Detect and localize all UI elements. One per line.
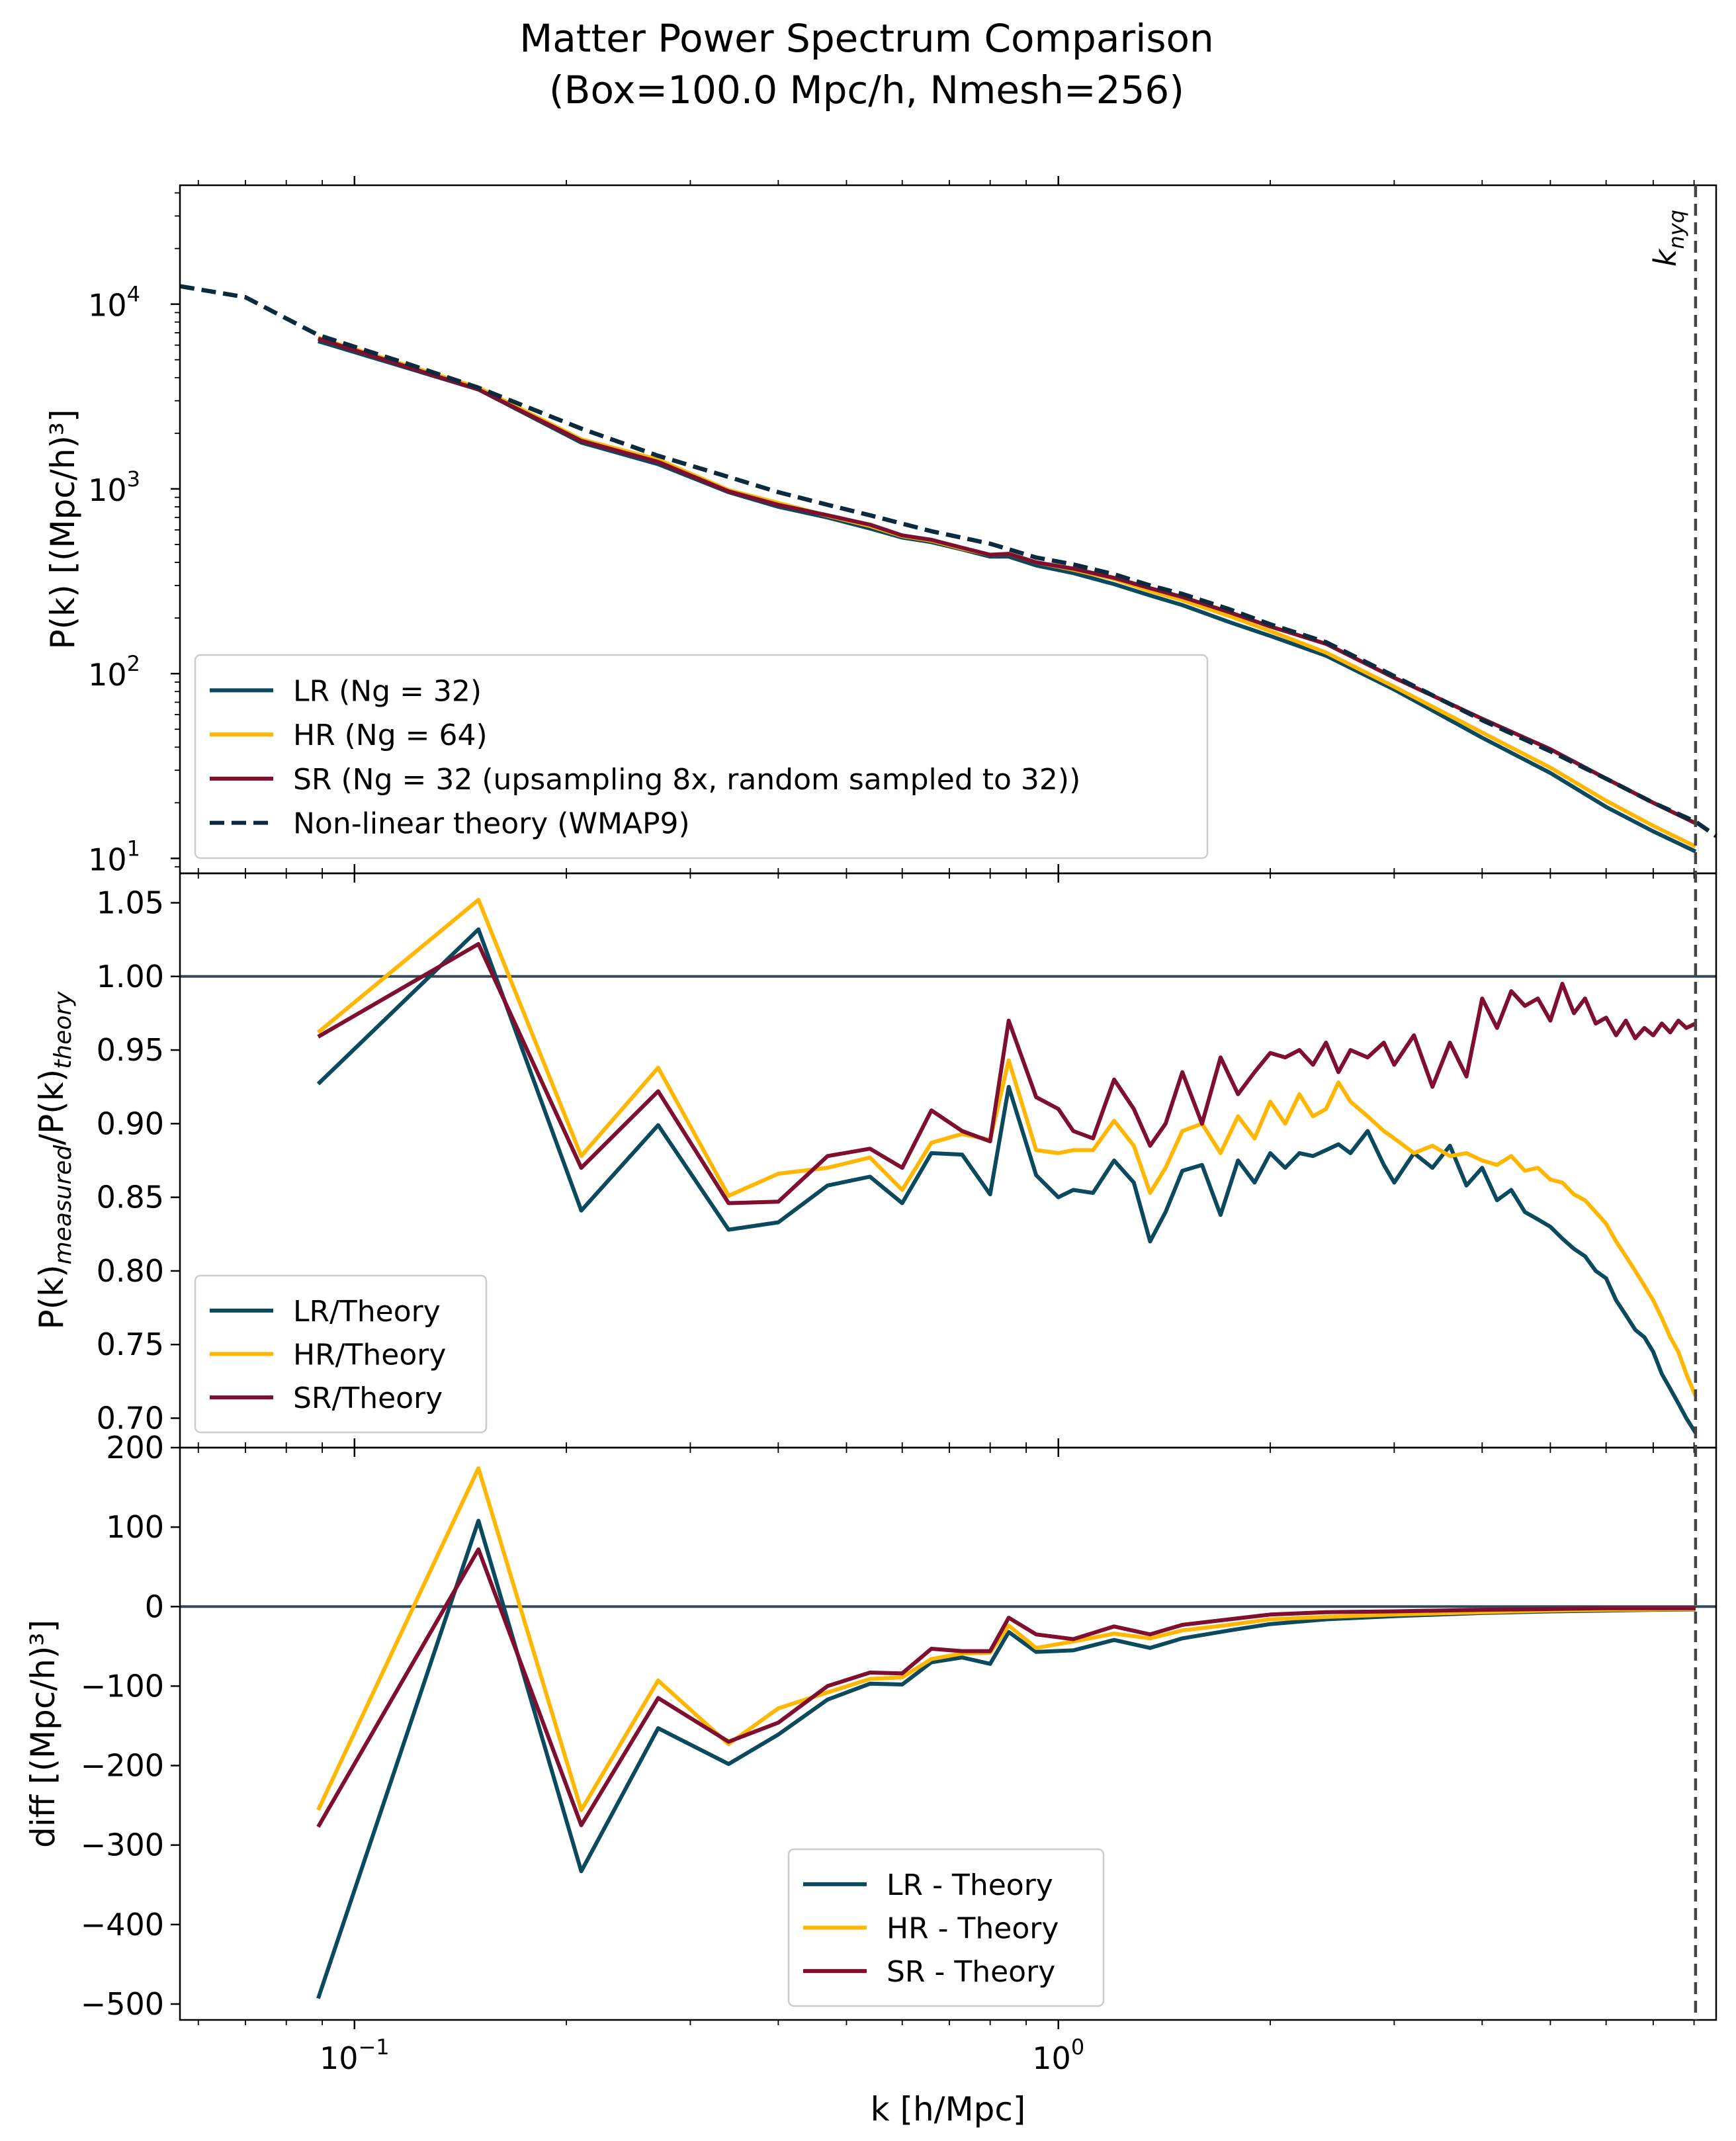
series-line-lr <box>316 927 1698 1434</box>
y-tick-label-base: 10 <box>88 842 127 877</box>
y-axis-label: diff [(Mpc/h)³] <box>24 1620 62 1848</box>
y-tick-label: −500 <box>81 1986 164 2022</box>
legend-label-lr: LR (Ng = 32) <box>293 674 482 708</box>
y-tick-label: 1.05 <box>97 885 164 921</box>
legend-label-sr: SR (Ng = 32 (upsampling 8x, random sampl… <box>293 763 1080 797</box>
ratio-panel: 0.70 0.75 0.80 0.85 0.90 0.95 1.00 1.05 P(k)meas… <box>32 864 1717 1457</box>
y-tick-label: −100 <box>81 1668 164 1704</box>
x-tick-label: 10−1 <box>320 2034 390 2076</box>
legend-label-hr: HR/Theory <box>293 1338 446 1372</box>
y-tick-label: 0.70 <box>97 1400 164 1436</box>
y-tick-label-exponent: 2 <box>127 651 140 676</box>
figure-title-line1: Matter Power Spectrum Comparison <box>519 16 1214 61</box>
y-tick-label: 102 <box>88 651 140 693</box>
legend-label-hr: HR - Theory <box>887 1912 1059 1946</box>
y-label-mid: /P(k) <box>32 1069 71 1145</box>
legend-box <box>194 654 1209 859</box>
y-label-sub1: measured <box>50 1145 77 1265</box>
y-tick-label-base: 10 <box>88 657 127 693</box>
legend-label-hr: HR (Ng = 64) <box>293 719 488 752</box>
y-tick-label: −200 <box>81 1748 164 1784</box>
legend-label-sr: SR/Theory <box>293 1381 443 1415</box>
y-label-sub2: theory <box>50 991 77 1069</box>
x-tick-label-exponent: −1 <box>358 2034 389 2060</box>
y-axis-label: P(k) [(Mpc/h)³] <box>44 410 82 650</box>
nyquist-label: knyq <box>1647 210 1689 267</box>
y-tick-label-exponent: 4 <box>127 282 140 307</box>
figure-title-line2: (Box=100.0 Mpc/h, Nmesh=256) <box>549 67 1184 112</box>
y-tick-label: 0.75 <box>97 1327 164 1362</box>
nyquist-overlay: knyq <box>1647 185 1698 2020</box>
nyquist-label-main: k <box>1647 247 1683 267</box>
legend-label-sr: SR - Theory <box>887 1955 1055 1989</box>
x-tick-label-base: 10 <box>1032 2040 1071 2076</box>
y-tick-label: 0.85 <box>97 1180 164 1215</box>
nyquist-label-sub: nyq <box>1664 210 1689 249</box>
y-tick-label: 103 <box>88 466 140 508</box>
y-tick-label: 100 <box>106 1509 164 1545</box>
axes-frame <box>179 1446 1717 2021</box>
y-tick-label-base: 10 <box>88 472 127 508</box>
series-line-hr <box>316 898 1698 1397</box>
y-tick-label: 1.00 <box>97 959 164 994</box>
y-tick-label: 200 <box>106 1430 164 1465</box>
legend-box <box>194 1274 488 1434</box>
series-line-hr <box>316 1466 1696 1812</box>
y-tick-label: 0 <box>145 1589 164 1624</box>
x-tick-label: 100 <box>1032 2034 1084 2076</box>
series-line-sr <box>316 1547 1696 1828</box>
y-label-main: P(k) <box>32 1264 71 1329</box>
y-tick-label: 0.95 <box>97 1032 164 1068</box>
y-tick-label: −300 <box>81 1827 164 1863</box>
y-tick-label-base: 10 <box>88 288 127 324</box>
y-tick-label: 104 <box>88 282 140 324</box>
y-tick-label: 101 <box>88 836 140 877</box>
y-tick-label-exponent: 1 <box>127 836 140 861</box>
legend-label-theory: Non-linear theory (WMAP9) <box>293 807 690 841</box>
x-tick-label-base: 10 <box>320 2040 359 2076</box>
y-tick-label: 0.80 <box>97 1253 164 1289</box>
y-tick-label: −400 <box>81 1907 164 1943</box>
series-line-theory <box>179 284 1717 838</box>
y-axis-label: P(k)measured/P(k)theory <box>32 991 77 1330</box>
legend-box <box>787 1848 1105 2007</box>
x-tick-label-exponent: 0 <box>1071 2034 1084 2060</box>
y-tick-label: 0.90 <box>97 1106 164 1141</box>
x-axis-label: k [h/Mpc] <box>871 2090 1026 2128</box>
legend-label-lr: LR - Theory <box>887 1868 1053 1902</box>
legend-label-lr: LR/Theory <box>293 1295 441 1329</box>
y-tick-label-exponent: 3 <box>127 466 140 492</box>
series-line-sr <box>317 941 1697 1205</box>
